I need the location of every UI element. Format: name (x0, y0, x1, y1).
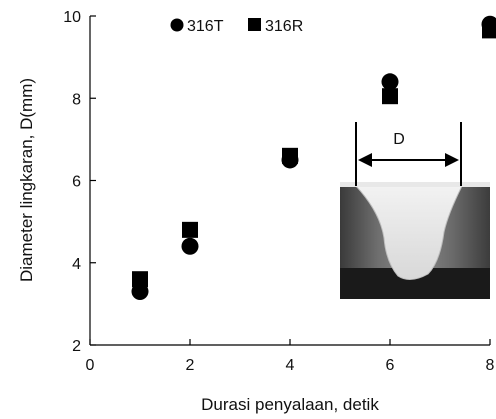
data-point-316t (181, 237, 199, 255)
photo-top-edge (340, 182, 490, 187)
legend-marker-316r (248, 18, 261, 31)
x-axis-title: Durasi penyalaan, detik (201, 395, 379, 414)
ticks (89, 15, 491, 346)
weld-cross-section-photo: D (340, 122, 490, 299)
legend-marker-316t (170, 18, 184, 32)
dimension-label: D (393, 131, 405, 148)
y-tick-label: 10 (63, 9, 81, 26)
data-point-316r (282, 147, 298, 164)
data-point-316r (482, 22, 496, 39)
y-tick-label: 8 (72, 91, 81, 108)
x-tick-label: 0 (86, 357, 95, 374)
dimension-arrow-head-left (358, 153, 372, 167)
x-tick-label: 2 (186, 357, 195, 374)
data-point-316r (132, 271, 148, 288)
data-point-316t (131, 283, 149, 301)
x-tick-label: 6 (386, 357, 395, 374)
y-tick-label: 2 (72, 338, 81, 355)
legend-label-316r: 316R (265, 18, 303, 35)
data-points (131, 15, 496, 301)
legend: 316T 316R (170, 18, 303, 35)
data-point-316r (182, 221, 198, 238)
data-point-316r (382, 88, 398, 105)
dimension-arrow-head-right (445, 153, 459, 167)
y-tick-label: 6 (72, 174, 81, 191)
weld-nugget (354, 185, 463, 280)
x-tick-label: 4 (286, 357, 295, 374)
x-tick-label: 8 (486, 357, 495, 374)
legend-label-316t: 316T (187, 18, 224, 35)
y-axis-title: Diameter lingkaran, D(mm) (17, 78, 36, 282)
data-point-316t (381, 73, 399, 91)
y-tick-label: 4 (72, 256, 81, 273)
